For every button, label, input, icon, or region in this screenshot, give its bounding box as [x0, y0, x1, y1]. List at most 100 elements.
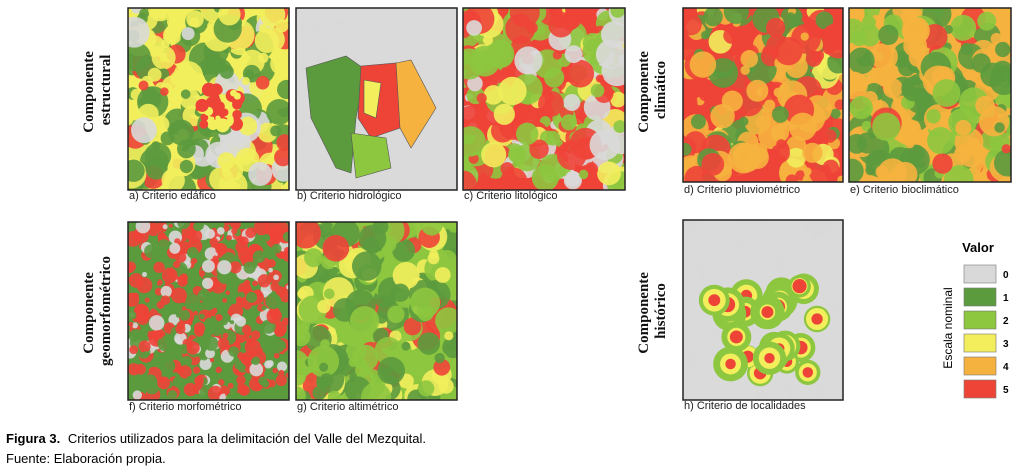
map-patch: [327, 390, 342, 400]
map-patch: [417, 332, 441, 355]
map-patch: [139, 8, 150, 19]
map-patch: [270, 312, 280, 321]
legend-label: 4: [1003, 362, 1009, 373]
map-patch: [215, 313, 223, 322]
map-patch: [215, 118, 230, 133]
map-patch: [514, 46, 543, 75]
legend-swatch: [963, 310, 997, 330]
map-patch: [245, 227, 257, 239]
map-patch: [683, 142, 692, 156]
map-patch: [272, 321, 288, 336]
component-label: Componente histórico: [636, 268, 669, 353]
map-patch: [774, 37, 803, 66]
map-patch: [613, 120, 625, 134]
map-patch: [960, 42, 973, 56]
map-patch: [790, 258, 806, 273]
map-patch: [272, 367, 278, 374]
map-patch: [447, 222, 457, 233]
map-patch: [218, 8, 241, 26]
legend-label: 2: [1003, 316, 1009, 327]
map-patch: [128, 276, 132, 282]
map-patch: [245, 337, 251, 342]
map-patch: [785, 174, 798, 182]
map-patch: [409, 287, 441, 318]
map-patch: [160, 285, 172, 298]
map-patch: [821, 23, 843, 51]
map-patch: [128, 246, 141, 262]
map-patch: [205, 348, 216, 359]
legend-swatch: [963, 379, 997, 399]
map-panel: [683, 220, 843, 400]
map-patch: [279, 290, 289, 303]
map-patch: [277, 79, 289, 100]
map-patch: [226, 234, 232, 241]
map-patch: [138, 80, 149, 91]
map-patch: [307, 345, 340, 378]
map-patch: [163, 25, 182, 45]
map-patch: [430, 77, 447, 94]
map-patch: [810, 262, 826, 278]
map-patch: [270, 234, 280, 244]
map-patch: [702, 334, 713, 345]
legend-label: 0: [1003, 270, 1009, 281]
legend: 0 1 2 3 4 5: [963, 264, 1009, 399]
map-patch: [319, 362, 329, 372]
map-patch: [751, 260, 763, 272]
map-patch: [943, 165, 974, 182]
map-patch: [463, 50, 471, 66]
figure-caption: Figura 3. Criterios utilizados para la d…: [6, 431, 426, 446]
map-patch: [284, 246, 289, 254]
map-patch: [217, 337, 230, 350]
map-patch: [296, 222, 321, 249]
map-patch: [764, 352, 775, 364]
map-patch: [739, 116, 749, 127]
map-patch: [194, 375, 204, 386]
map-patch: [241, 324, 252, 335]
map-patch: [296, 386, 306, 400]
map-patch: [793, 12, 802, 21]
map-patch: [216, 227, 225, 235]
map-patch: [168, 223, 173, 228]
map-patch: [235, 332, 247, 343]
map-patch: [975, 95, 995, 116]
map-patch: [199, 357, 212, 371]
component-line: Componente: [636, 51, 652, 133]
map-patch: [317, 299, 331, 314]
map-patch: [812, 295, 826, 309]
map-patch: [725, 358, 736, 370]
map-patch: [146, 294, 160, 308]
map-patch: [431, 21, 457, 50]
map-patch: [697, 369, 707, 378]
map-patch: [238, 236, 245, 242]
map-patch: [209, 166, 234, 190]
map-patch: [822, 356, 834, 368]
map-patch: [392, 238, 416, 262]
map-patch: [128, 42, 151, 72]
map-patch: [202, 277, 214, 289]
map-patch: [258, 52, 269, 64]
map-patch: [143, 351, 150, 358]
map-patch: [186, 273, 197, 284]
map-patch: [538, 90, 564, 117]
map-patch: [220, 108, 229, 117]
map-patch: [858, 24, 881, 47]
component-line: estructural: [98, 55, 114, 126]
map-patch: [415, 149, 429, 163]
component-label: Componente geomorfométrico: [81, 256, 114, 366]
map-patch: [168, 119, 195, 146]
map-patch: [172, 260, 181, 269]
map-patch: [595, 74, 604, 83]
map-patch: [446, 133, 457, 153]
panel-caption: g) Criterio altimétrico: [297, 401, 398, 413]
map-patch: [372, 222, 389, 235]
map-patch: [590, 83, 605, 98]
map-patch: [802, 142, 823, 163]
map-patch: [128, 16, 150, 48]
map-patch: [788, 112, 817, 141]
map-patch: [683, 356, 692, 370]
map-panel: [128, 222, 289, 400]
map-patch: [157, 335, 173, 352]
map-patch: [158, 11, 167, 20]
map-patch: [271, 338, 285, 353]
map-patch: [563, 94, 581, 112]
